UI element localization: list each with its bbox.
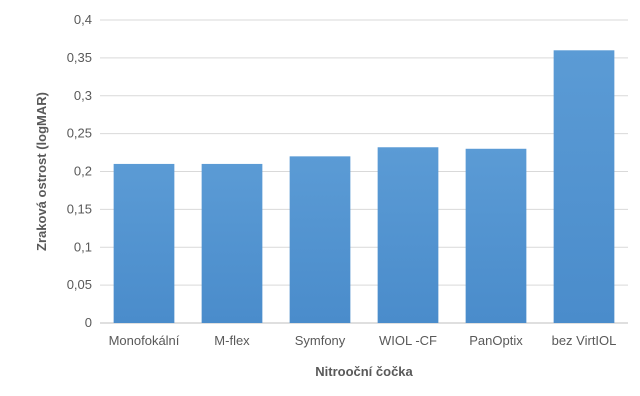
x-tick-label: bez VirtIOL (552, 333, 617, 348)
y-axis-title: Zraková ostrost (logMAR) (34, 92, 49, 251)
bar-monofok-ln (113, 163, 175, 323)
bar-panoptix (465, 148, 527, 323)
x-tick-label: PanOptix (469, 333, 523, 348)
bar-wiol-cf (377, 147, 439, 323)
y-tick-label: 0,15 (67, 201, 92, 216)
bar-bez-virtiol (553, 50, 615, 324)
y-tick-label: 0,05 (67, 277, 92, 292)
y-tick-label: 0,2 (74, 164, 92, 179)
y-tick-label: 0,35 (67, 50, 92, 65)
x-tick-label: M-flex (214, 333, 250, 348)
y-tick-label: 0,1 (74, 239, 92, 254)
x-tick-label: WIOL -CF (379, 333, 437, 348)
x-tick-labels: Monofokální M-flex Symfony WIOL -CF PanOptix… (109, 333, 617, 348)
x-tick-label: Symfony (295, 333, 346, 348)
y-tick-label: 0,4 (74, 12, 92, 27)
x-axis-title: Nitrooční čočka (315, 364, 413, 379)
bar-m-flex (201, 163, 263, 323)
bars (113, 50, 615, 324)
bar-symfony (289, 156, 351, 323)
y-tick-label: 0 (85, 315, 92, 330)
y-tick-label: 0,3 (74, 88, 92, 103)
y-tick-labels: 0 0,05 0,1 0,15 0,2 0,25 0,3 0,35 0,4 (67, 12, 92, 330)
x-tick-label: Monofokální (109, 333, 180, 348)
y-tick-label: 0,25 (67, 126, 92, 141)
grid-lines (100, 19, 628, 324)
